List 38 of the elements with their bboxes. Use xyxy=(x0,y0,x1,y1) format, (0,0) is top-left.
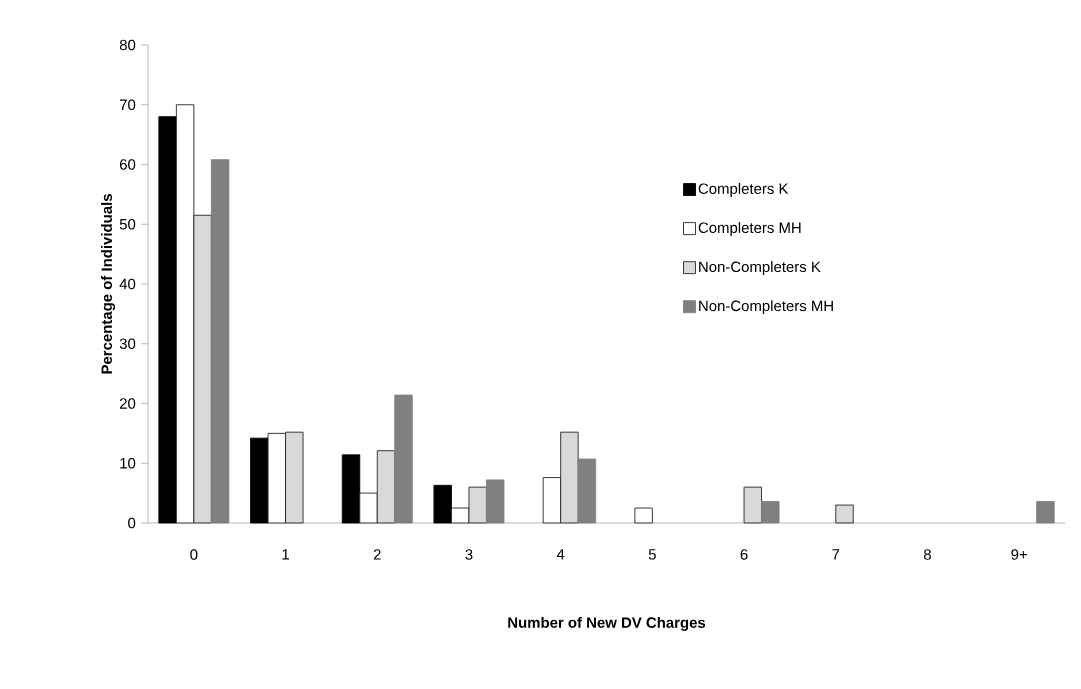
bar xyxy=(210,159,230,524)
legend-label: Non-Completers K xyxy=(699,261,821,276)
x-tick-label: 1 xyxy=(282,549,289,560)
x-tick-label: 3 xyxy=(465,549,473,560)
x-tick-label: 8 xyxy=(923,549,931,560)
x-tick-label: 5 xyxy=(648,549,656,560)
x-tick-label: 2 xyxy=(373,549,381,560)
bar xyxy=(577,458,597,524)
legend-label: Completers MH xyxy=(698,222,801,236)
legend-label: Completers K xyxy=(698,183,789,197)
bar xyxy=(158,116,177,524)
bar xyxy=(250,437,269,524)
y-axis-title: Percentage of Individuals xyxy=(101,194,116,374)
y-tick-label: 10 xyxy=(120,457,136,469)
y-tick-label: 30 xyxy=(119,338,136,350)
y-tick-label: 70 xyxy=(119,99,136,111)
bar xyxy=(634,507,653,524)
x-tick-label: 6 xyxy=(740,549,748,560)
x-tick-label: 0 xyxy=(190,549,198,560)
bar xyxy=(433,484,452,524)
bar xyxy=(761,501,780,524)
legend-label: Non-Completers MH xyxy=(699,300,833,315)
y-tick-label: 0 xyxy=(128,517,136,529)
bar xyxy=(743,486,763,524)
y-tick-label: 80 xyxy=(119,39,136,51)
bar xyxy=(341,454,361,524)
x-tick-label: 4 xyxy=(556,549,565,560)
y-tick-label: 40 xyxy=(119,278,136,290)
bar xyxy=(1036,501,1055,524)
bar xyxy=(835,504,854,524)
y-tick-label: 20 xyxy=(119,398,136,409)
x-tick-label: 7 xyxy=(832,549,840,560)
x-tick-label: 9+ xyxy=(1011,549,1027,560)
bar xyxy=(394,394,413,524)
bar xyxy=(486,479,505,524)
y-tick-label: 60 xyxy=(119,159,136,170)
x-axis-title: Number of New DV Charges xyxy=(508,616,706,631)
y-tick-label: 50 xyxy=(119,218,136,230)
